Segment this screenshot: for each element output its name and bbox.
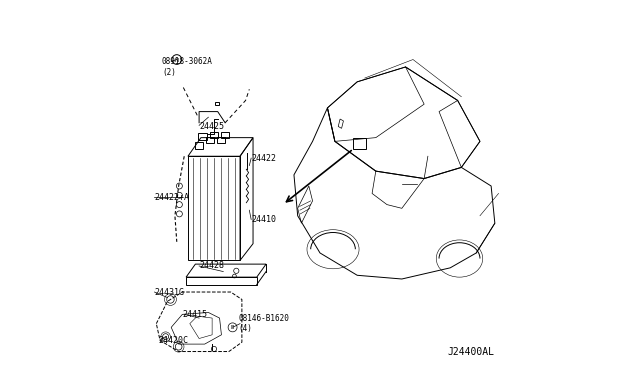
Text: 24422+A: 24422+A [154, 193, 189, 202]
Text: B: B [231, 325, 234, 330]
Text: N: N [175, 58, 179, 63]
Text: 24428: 24428 [199, 262, 224, 270]
Text: 24415: 24415 [182, 310, 207, 319]
Text: J24400AL: J24400AL [448, 347, 495, 357]
Bar [198, 133, 207, 140]
Text: 24425: 24425 [199, 122, 224, 131]
Bar [221, 132, 229, 138]
Bar [206, 137, 214, 143]
Bar [353, 138, 367, 149]
Text: 24410: 24410 [251, 215, 276, 224]
Text: 08918-3062A
(2): 08918-3062A (2) [162, 57, 212, 77]
Bar [195, 142, 203, 149]
Bar [209, 132, 218, 138]
Bar [217, 137, 225, 143]
Text: 24431G: 24431G [154, 288, 184, 296]
Text: 24420C: 24420C [158, 336, 188, 345]
Text: 08146-B1620
(4): 08146-B1620 (4) [238, 314, 289, 333]
Text: 24422: 24422 [251, 154, 276, 163]
